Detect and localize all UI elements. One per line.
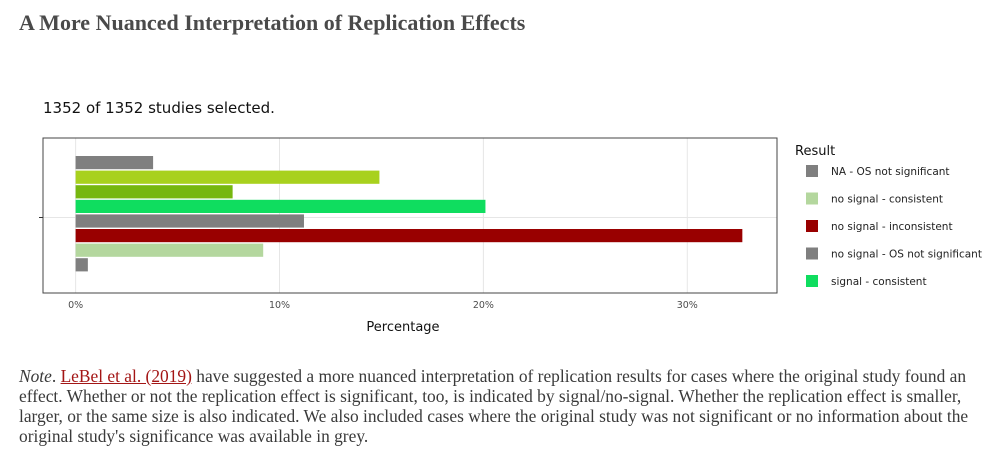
legend-swatch-4 bbox=[806, 275, 818, 287]
x-tick-label: 10% bbox=[269, 300, 290, 311]
note-text: have suggested a more nuanced interpreta… bbox=[19, 366, 969, 446]
x-axis-title: Percentage bbox=[366, 320, 439, 335]
bar-6 bbox=[75, 243, 264, 257]
x-tick-label: 0% bbox=[68, 300, 83, 311]
bar-4 bbox=[75, 214, 304, 228]
legend-swatch-2 bbox=[806, 220, 818, 232]
legend-swatch-0 bbox=[806, 165, 818, 177]
legend-label-1: no signal - consistent bbox=[831, 194, 943, 206]
figure-note: Note. LeBel et al. (2019) have suggested… bbox=[19, 366, 969, 446]
lebel-2019-link[interactable]: LeBel et al. (2019) bbox=[60, 366, 192, 386]
bar-2 bbox=[75, 185, 233, 199]
note-label: Note bbox=[19, 366, 52, 386]
x-tick-label: 20% bbox=[473, 300, 494, 311]
bar-3 bbox=[75, 199, 486, 213]
bar-0 bbox=[75, 156, 154, 170]
selection-status: 1352 of 1352 studies selected. bbox=[43, 99, 275, 117]
bar-7 bbox=[75, 258, 88, 272]
legend-label-4: signal - consistent bbox=[831, 276, 927, 288]
replication-results-chart: 0% 10% 20% 30% Percentage Result NA - OS not s… bbox=[39, 137, 982, 335]
bar-5 bbox=[75, 229, 743, 243]
legend-title: Result bbox=[795, 144, 835, 159]
legend-swatch-1 bbox=[806, 192, 818, 205]
legend-label-0: NA - OS not significant bbox=[831, 166, 950, 178]
x-tick-label: 30% bbox=[677, 300, 698, 311]
legend-label-2: no signal - inconsistent bbox=[831, 221, 953, 233]
bar-1 bbox=[75, 170, 380, 184]
page-title: A More Nuanced Interpretation of Replica… bbox=[19, 10, 526, 35]
legend-label-3: no signal - OS not significant bbox=[831, 249, 982, 261]
plot-border bbox=[42, 137, 778, 294]
legend-swatch-3 bbox=[806, 247, 818, 260]
